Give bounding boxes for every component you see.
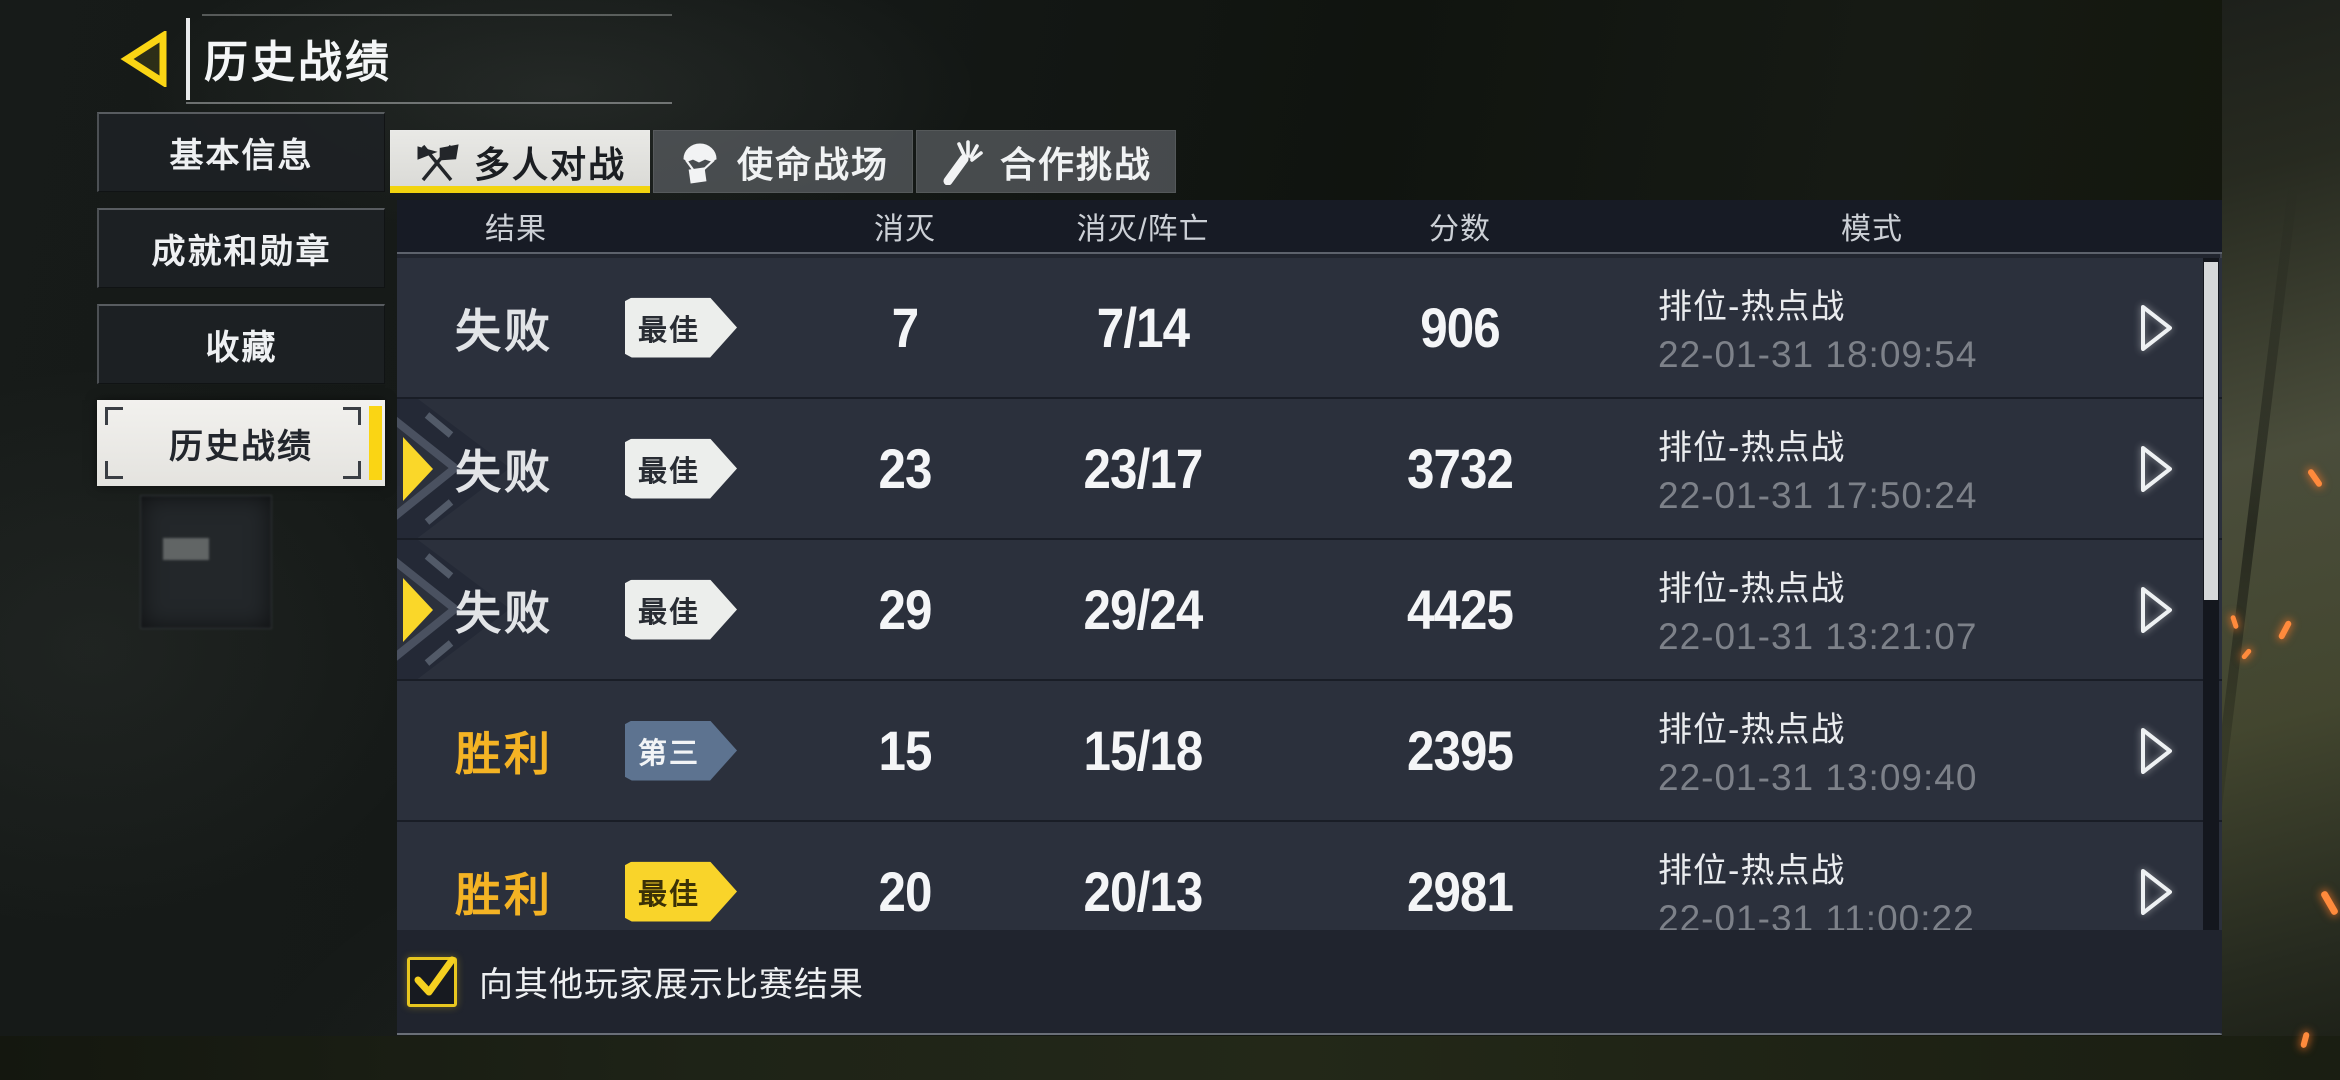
table-row[interactable]: 胜利 最佳 20 20/13 2981 排位-热点战 22-01-31 11:0… <box>397 822 2222 930</box>
result-text: 胜利 <box>455 868 553 921</box>
tab-coop-challenge[interactable]: 合作挑战 <box>916 130 1176 193</box>
result-badge: 最佳 <box>625 579 737 640</box>
table-header: 结果 消灭 消灭/阵亡 分数 模式 <box>397 200 2222 254</box>
match-timestamp: 22-01-31 18:09:54 <box>1658 334 1978 375</box>
tab-label: 使命战场 <box>736 143 889 185</box>
score-value: 2395 <box>1406 719 1514 782</box>
table-row[interactable]: 胜利 第三 15 15/18 2395 排位-热点战 22-01-31 13:0… <box>397 681 2222 822</box>
mode-name: 排位-热点战 <box>1658 852 1846 890</box>
kills-deaths-value: 29/24 <box>1083 578 1204 641</box>
table-row[interactable]: 失败 最佳 29 29/24 4425 排位-热点战 22-01-31 13:2… <box>397 540 2222 681</box>
expand-row-icon[interactable] <box>2136 866 2176 918</box>
result-text: 失败 <box>455 445 553 498</box>
tab-label: 多人对战 <box>473 143 626 185</box>
selected-accent-bar <box>369 406 382 480</box>
badge-label: 最佳 <box>637 455 700 488</box>
mode-name: 排位-热点战 <box>1658 711 1846 749</box>
result-text: 胜利 <box>455 727 553 780</box>
title-bar: 历史战绩 <box>110 14 672 104</box>
kills-value: 7 <box>891 296 919 359</box>
mode-name: 排位-热点战 <box>1658 288 1846 326</box>
expand-row-icon[interactable] <box>2136 725 2176 777</box>
sidebar-item-collection[interactable]: 收藏 <box>97 304 385 384</box>
score-value: 3732 <box>1406 437 1514 500</box>
kills-deaths-value: 23/17 <box>1083 437 1204 500</box>
kills-value: 15 <box>878 719 932 782</box>
mode-name: 排位-热点战 <box>1658 429 1846 467</box>
sidebar-item-label: 成就和勋章 <box>151 233 332 271</box>
corner-bracket <box>343 407 361 425</box>
back-button[interactable] <box>110 28 182 90</box>
kills-value: 20 <box>878 860 932 923</box>
scrollbar-thumb[interactable] <box>2204 262 2218 600</box>
score-value: 4425 <box>1406 578 1514 641</box>
page-title: 历史战绩 <box>204 38 392 87</box>
kills-value: 29 <box>878 578 932 641</box>
crossed-flags-icon <box>417 143 459 181</box>
result-text: 失败 <box>455 304 553 357</box>
table-body: 失败 最佳 7 7/14 906 排位-热点战 22-01-31 18:09:5… <box>397 258 2222 930</box>
sidebar-item-basic-info[interactable]: 基本信息 <box>97 112 385 192</box>
background-machine <box>140 495 272 629</box>
result-badge: 第三 <box>625 720 737 781</box>
show-results-label: 向其他玩家展示比赛结果 <box>479 966 864 1004</box>
match-timestamp: 22-01-31 13:09:40 <box>1658 757 1978 798</box>
table-row[interactable]: 失败 最佳 23 23/17 3732 排位-热点战 22-01-31 17:5… <box>397 399 2222 540</box>
sidebar-item-label: 基本信息 <box>169 137 314 175</box>
match-timestamp: 22-01-31 13:21:07 <box>1658 616 1978 657</box>
corner-bracket <box>105 461 123 479</box>
parachute-icon <box>683 143 717 183</box>
expand-row-icon[interactable] <box>2136 584 2176 636</box>
result-badge: 最佳 <box>625 297 737 358</box>
kills-deaths-value: 7/14 <box>1096 296 1190 359</box>
check-icon <box>414 956 456 995</box>
kills-deaths-value: 20/13 <box>1083 860 1204 923</box>
result-text: 失败 <box>455 586 553 639</box>
badge-label: 第三 <box>637 737 700 770</box>
column-header-mode: 模式 <box>1841 213 1903 246</box>
kills-deaths-value: 15/18 <box>1083 719 1204 782</box>
column-header-score: 分数 <box>1429 213 1491 246</box>
chevron-decoration <box>397 399 510 538</box>
kills-value: 23 <box>878 437 932 500</box>
zombie-hand-icon <box>943 139 983 185</box>
badge-label: 最佳 <box>637 314 700 347</box>
tab-multiplayer[interactable]: 多人对战 <box>390 130 650 193</box>
background-floor <box>0 1036 2340 1080</box>
score-value: 2981 <box>1406 860 1514 923</box>
table-row[interactable]: 失败 最佳 7 7/14 906 排位-热点战 22-01-31 18:09:5… <box>397 258 2222 399</box>
result-badge: 最佳 <box>625 438 737 499</box>
mode-tabs: 多人对战 使命战场 合作挑战 <box>390 130 1179 193</box>
match-timestamp: 22-01-31 11:00:22 <box>1658 898 1975 930</box>
mode-name: 排位-热点战 <box>1658 570 1846 608</box>
corner-bracket <box>343 461 361 479</box>
column-header-result: 结果 <box>485 213 547 246</box>
match-history-panel: 结果 消灭 消灭/阵亡 分数 模式 失败 最佳 <box>397 200 2222 1035</box>
column-header-kills-deaths: 消灭/阵亡 <box>1076 213 1210 246</box>
tab-label: 合作挑战 <box>999 143 1152 185</box>
chevron-decoration <box>397 540 510 679</box>
background-wall <box>2222 0 2340 1080</box>
badge-label: 最佳 <box>637 878 700 911</box>
expand-row-icon[interactable] <box>2136 302 2176 354</box>
panel-footer: 向其他玩家展示比赛结果 <box>397 930 2222 1033</box>
sidebar-item-history-records[interactable]: 历史战绩 <box>97 400 385 486</box>
score-value: 906 <box>1420 296 1500 359</box>
result-badge: 最佳 <box>625 861 737 922</box>
badge-label: 最佳 <box>637 596 700 629</box>
sidebar: 基本信息 成就和勋章 收藏 历史战绩 <box>97 112 385 502</box>
sidebar-item-label: 收藏 <box>205 329 278 367</box>
expand-row-icon[interactable] <box>2136 443 2176 495</box>
show-results-checkbox[interactable] <box>407 956 457 1007</box>
corner-bracket <box>105 407 123 425</box>
sidebar-item-achievements-medals[interactable]: 成就和勋章 <box>97 208 385 288</box>
tab-battle-royale[interactable]: 使命战场 <box>653 130 913 193</box>
back-arrow-icon <box>120 31 167 87</box>
match-timestamp: 22-01-31 17:50:24 <box>1658 475 1978 516</box>
scrollbar[interactable] <box>2203 258 2219 930</box>
sidebar-item-label: 历史战绩 <box>169 427 313 466</box>
column-header-kills: 消灭 <box>874 213 936 246</box>
